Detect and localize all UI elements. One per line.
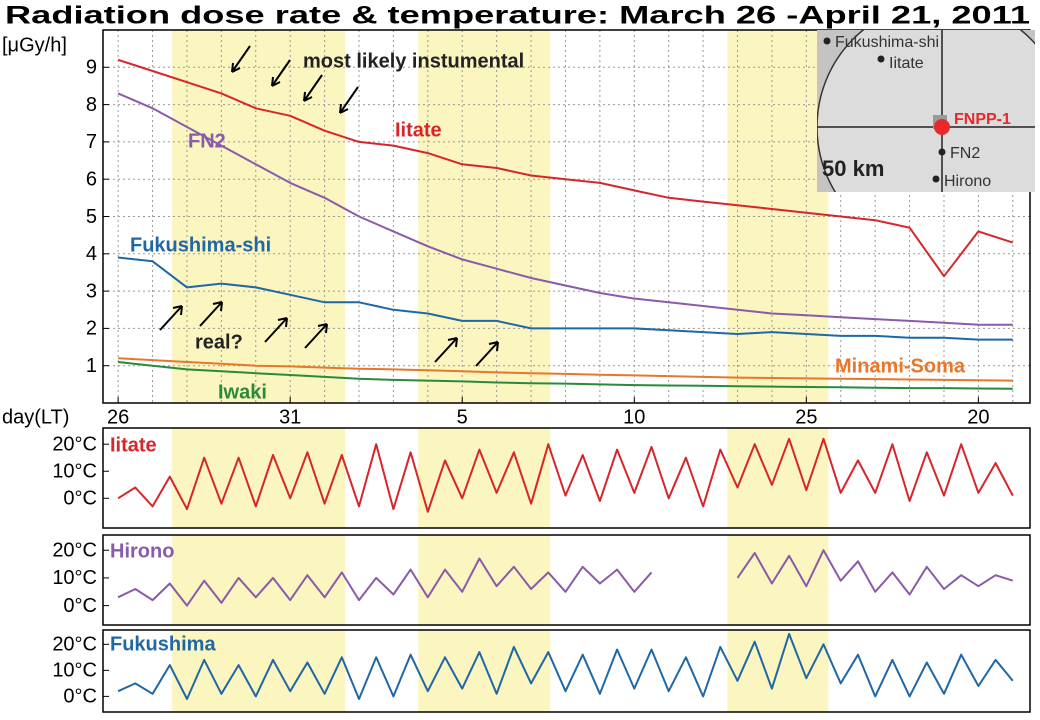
place-label: FNPP-1 <box>954 111 1011 128</box>
y-tick-label: 0°C <box>63 686 97 708</box>
place-label: Iitate <box>889 55 924 72</box>
y-tick-label: 9 <box>86 57 97 79</box>
x-axis-label: day(LT) <box>2 406 69 428</box>
y-tick-label: 5 <box>86 206 97 228</box>
shaded-span <box>727 535 829 625</box>
plot-frame <box>102 534 1031 626</box>
x-tick-label: 5 <box>457 406 468 428</box>
place-dot <box>877 55 885 63</box>
shaded-span <box>727 428 829 528</box>
series-label: FN2 <box>188 130 226 152</box>
series-label: Iitate <box>395 119 442 141</box>
series-line <box>117 361 1013 390</box>
series-label: Fukushima <box>110 633 216 655</box>
line-layer <box>117 58 1014 700</box>
shaded-span <box>418 630 551 712</box>
y-tick-label: 10°C <box>52 660 97 682</box>
y-tick-label: 20°C <box>52 433 97 455</box>
place-dot <box>938 148 946 156</box>
series-label: Hirono <box>110 540 174 562</box>
shaded-span <box>418 535 551 625</box>
inset-map: Fukushima-shi Iitate FNPP-1 FN2 Hirono 5… <box>817 30 1035 192</box>
annotation: real? <box>195 331 243 353</box>
x-tick-label: 10 <box>623 406 645 428</box>
arrows <box>159 45 499 367</box>
series-line <box>118 357 1013 382</box>
x-tick-label: 26 <box>107 406 129 428</box>
place-dot <box>932 175 940 183</box>
shaded-span <box>172 535 346 625</box>
series-line <box>117 58 1014 278</box>
y-tick-label: 20°C <box>52 634 97 656</box>
annotation: most likely instumental <box>303 50 524 72</box>
y-tick-label: 20°C <box>52 540 97 562</box>
series-label: Iitate <box>110 434 157 456</box>
series-line <box>117 632 1014 700</box>
series-label: Iwaki <box>218 381 267 403</box>
series-line <box>117 549 1014 607</box>
series-line <box>117 92 1013 326</box>
place-label: Hirono <box>944 173 991 190</box>
shaded-span <box>418 428 551 528</box>
y-tick-label: 2 <box>86 318 97 340</box>
range-circle <box>817 30 1035 192</box>
plot-frame <box>102 427 1031 529</box>
y-tick-label: 7 <box>86 131 97 153</box>
chart-title: Radiation dose rate & temperature: March… <box>5 2 1030 30</box>
y-tick-label: 1 <box>86 355 97 377</box>
y-tick-label: 4 <box>86 243 97 265</box>
y-axis-label: [μGy/h] <box>2 34 67 56</box>
place-dot <box>823 37 831 45</box>
x-tick-label: 20 <box>967 406 989 428</box>
x-tick-label: 25 <box>795 406 817 428</box>
plant-marker <box>934 119 950 135</box>
y-tick-label: 6 <box>86 168 97 190</box>
y-tick-label: 8 <box>86 94 97 116</box>
y-tick-label: 10°C <box>52 461 97 483</box>
plot-frame <box>102 629 1031 713</box>
place-label: FN2 <box>950 145 980 162</box>
series-label: Fukushima-shi <box>130 234 271 256</box>
y-tick-label: 3 <box>86 280 97 302</box>
shaded-span <box>172 630 346 712</box>
map-scale: 50 km <box>822 156 884 181</box>
series-label: Minami-Soma <box>835 355 966 377</box>
shading-layer <box>172 30 829 712</box>
y-tick-label: 0°C <box>63 488 97 510</box>
series-line <box>117 256 1013 341</box>
place-label: Fukushima-shi <box>835 34 939 51</box>
series-line <box>117 437 1014 513</box>
y-tick-label: 10°C <box>52 567 97 589</box>
plot-frame <box>102 29 1031 404</box>
y-tick-label: 0°C <box>63 595 97 617</box>
x-tick-label: 31 <box>279 406 301 428</box>
